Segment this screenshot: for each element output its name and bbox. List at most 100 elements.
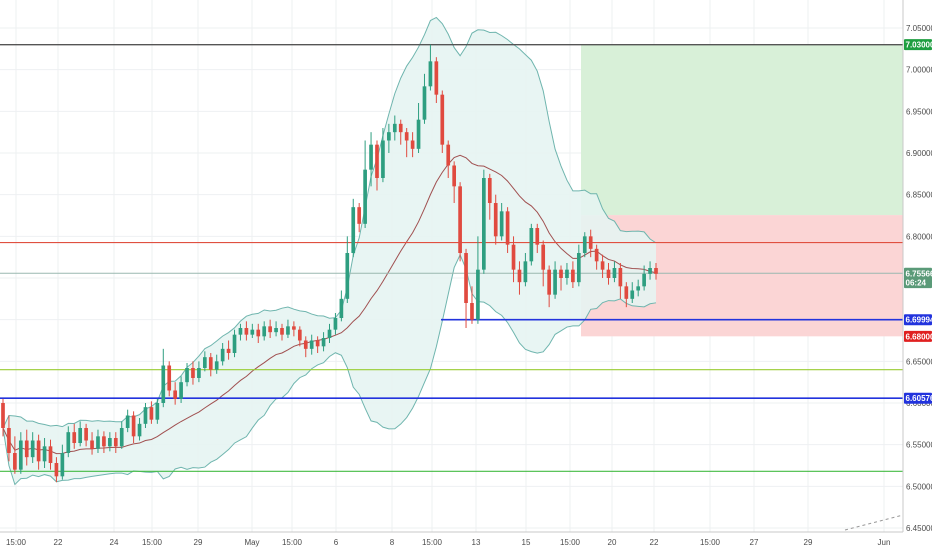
candle-body: [238, 328, 243, 335]
candle-body: [416, 119, 421, 149]
price-tag-bg: [904, 39, 932, 51]
candle-body: [220, 348, 225, 362]
bollinger-lower: [2, 253, 657, 486]
candle-body: [191, 368, 195, 378]
candle: [440, 90, 445, 153]
candle-body: [333, 318, 338, 330]
candle-body: [470, 303, 474, 320]
candle-body: [404, 132, 409, 141]
candle-body: [161, 365, 166, 403]
candle: [434, 57, 439, 103]
candle-body: [398, 123, 403, 133]
candle: [202, 351, 207, 372]
candle-body: [102, 436, 106, 447]
candle: [137, 418, 142, 441]
y-tick-label: 6.80000: [906, 232, 932, 241]
y-tick-label: 6.65000: [906, 357, 932, 366]
candle-body: [565, 269, 569, 278]
candle: [315, 336, 320, 353]
candle: [131, 411, 136, 443]
y-tick-label: 7.00000: [906, 66, 932, 75]
candle: [499, 203, 504, 241]
candle: [197, 361, 201, 383]
candle: [226, 340, 231, 360]
candle: [244, 321, 249, 341]
x-tick-label: 22: [54, 538, 63, 547]
candle-body: [452, 165, 457, 187]
candle: [143, 403, 148, 428]
candle-body: [315, 340, 320, 347]
candle: [303, 336, 308, 358]
candle-body: [600, 261, 605, 270]
candle-body: [428, 61, 433, 87]
candle: [428, 44, 433, 91]
candle-body: [113, 438, 118, 447]
candle-body: [582, 236, 587, 253]
candle: [582, 232, 587, 258]
candle-body: [119, 428, 124, 447]
candle: [410, 132, 415, 158]
candle: [482, 169, 486, 274]
price-tag-bg: [904, 392, 932, 404]
candle-body: [576, 253, 581, 283]
candle-body: [143, 407, 148, 424]
x-tick-label: 29: [194, 538, 203, 547]
candle: [220, 343, 225, 366]
price-tag-bg: [904, 267, 932, 279]
price-tag-label: 6.75566: [906, 269, 932, 278]
candle: [36, 434, 41, 470]
candle-body: [13, 453, 17, 470]
candle-body: [286, 326, 290, 335]
time-axis-panel: [0, 532, 903, 550]
candle-body: [24, 440, 29, 458]
candle: [345, 236, 350, 303]
candle: [505, 207, 510, 253]
candle-body: [268, 326, 272, 333]
candle-body: [60, 453, 65, 477]
candle-body: [297, 329, 302, 341]
candle: [571, 261, 575, 288]
candle: [48, 439, 53, 470]
candle-body: [173, 390, 177, 399]
x-tick-label: 15:00: [700, 538, 721, 547]
candle-body: [202, 357, 207, 368]
candle-body: [458, 186, 462, 253]
price-tag-label: 06:24: [906, 279, 927, 288]
candle: [375, 140, 379, 191]
candle: [18, 432, 23, 474]
candle-body: [18, 440, 23, 470]
candle-body: [30, 440, 35, 458]
candle: [523, 253, 528, 287]
candle: [256, 323, 261, 343]
candle: [594, 244, 599, 270]
candle: [238, 323, 243, 341]
candle-body: [357, 207, 362, 224]
candle: [476, 236, 480, 324]
candle: [470, 286, 474, 324]
candle: [327, 323, 332, 343]
candle-body: [208, 357, 213, 370]
candle-body: [571, 269, 575, 283]
candle-body: [553, 269, 557, 295]
candle: [624, 282, 629, 308]
candle-body: [345, 253, 350, 299]
x-tick-label: 13: [472, 538, 481, 547]
price-tag-bg: [904, 314, 932, 326]
candle: [309, 334, 314, 355]
candle-body: [541, 244, 546, 270]
candle: [333, 313, 338, 335]
candle-body: [529, 228, 534, 262]
candle-body: [387, 132, 391, 141]
candle: [13, 436, 17, 474]
candle: [179, 376, 183, 403]
candle: [60, 444, 65, 480]
candle: [529, 223, 534, 266]
candle: [369, 132, 373, 187]
candle: [191, 361, 195, 385]
x-tick-label: 24: [110, 538, 119, 547]
candle-body: [226, 348, 231, 353]
price-tag: 6.60576: [904, 392, 932, 404]
candle: [654, 263, 658, 280]
